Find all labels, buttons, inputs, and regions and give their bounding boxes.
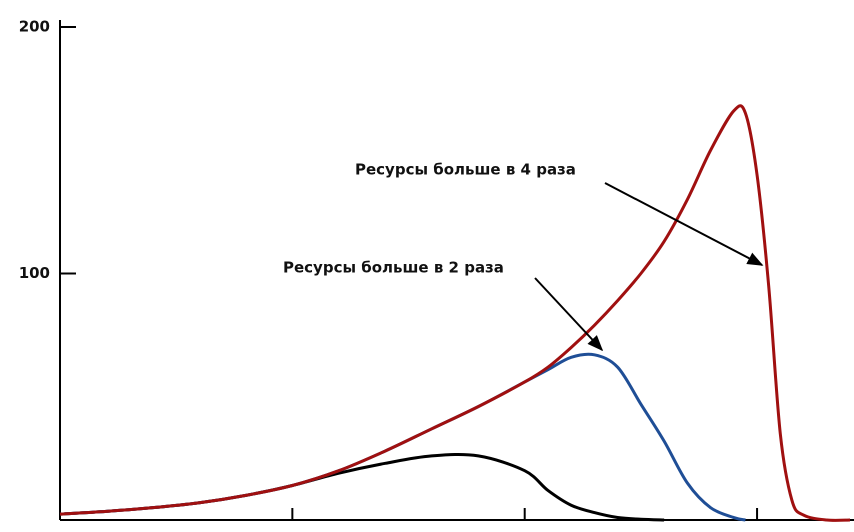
- annotation: Ресурсы больше в 2 раза: [283, 259, 504, 277]
- annotation-arrow: [604, 182, 764, 266]
- y-tick-label: 200: [19, 18, 50, 36]
- y-tick-label: 100: [19, 264, 50, 282]
- series-line: [59, 453, 665, 522]
- series-line: [59, 104, 851, 522]
- series-line: [59, 352, 746, 522]
- annotation: Ресурсы больше в 4 раза: [355, 161, 576, 179]
- annotation-arrow: [534, 277, 604, 352]
